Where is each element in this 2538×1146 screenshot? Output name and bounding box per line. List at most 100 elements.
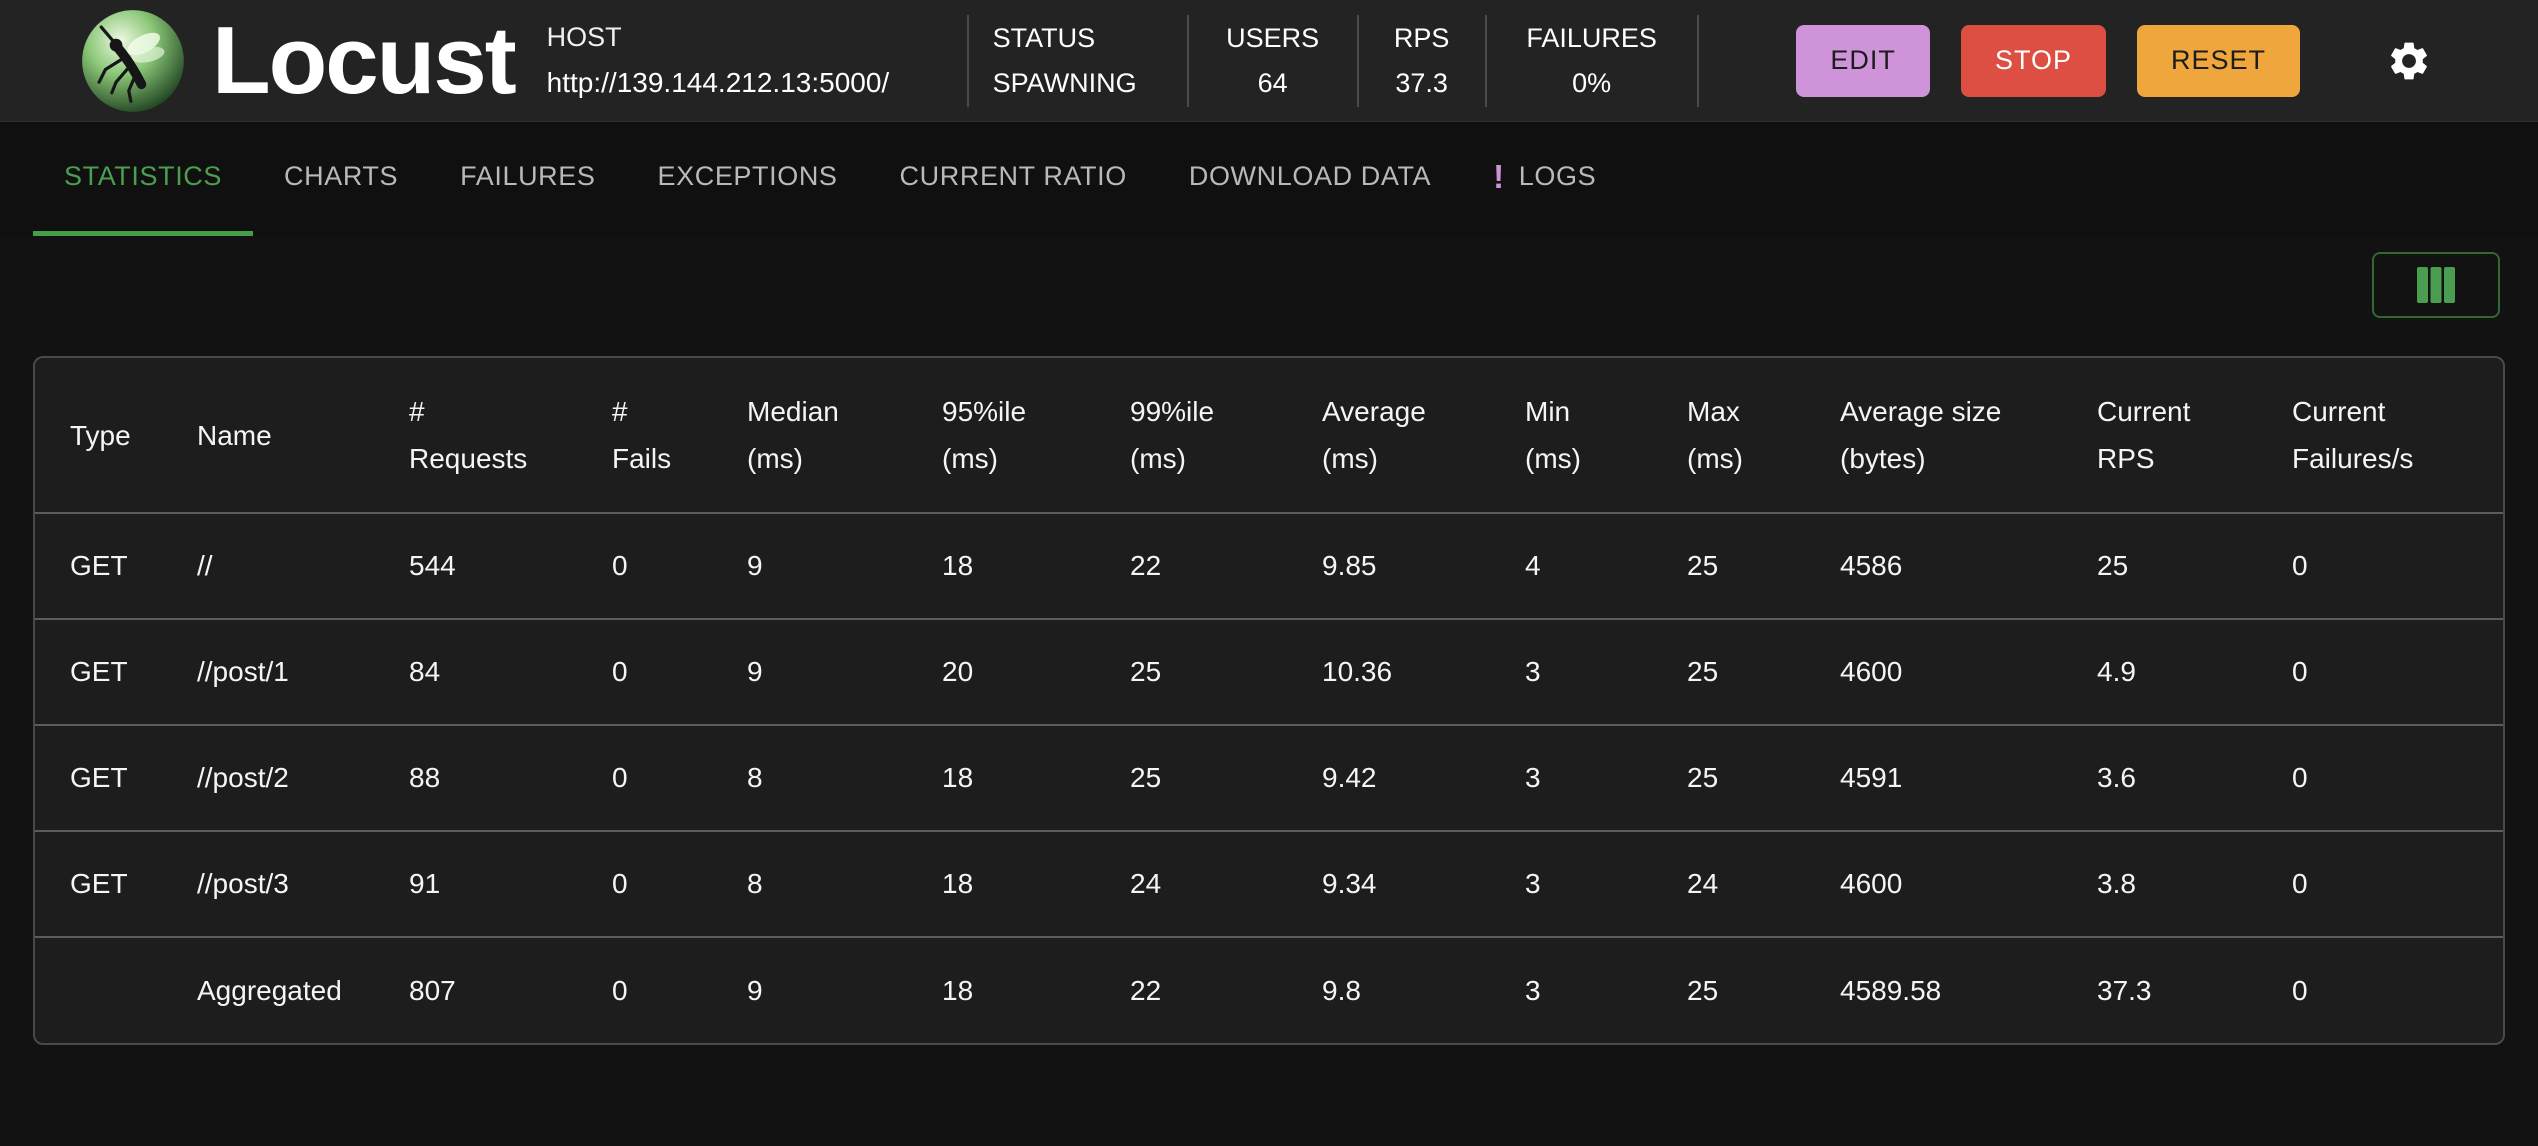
- tab-statistics-label: STATISTICS: [64, 161, 223, 191]
- table-cell: 18: [907, 936, 1095, 1043]
- table-cell: 18: [907, 830, 1095, 937]
- metric-status-value: SPAWNING: [992, 67, 1137, 98]
- column-header-line: (ms): [1525, 443, 1581, 474]
- stop-button[interactable]: STOP: [1960, 24, 2106, 97]
- table-cell: 9.8: [1287, 936, 1490, 1043]
- app-title: Locust: [212, 6, 517, 114]
- metric-status: STATUS SPAWNING: [969, 15, 1187, 107]
- column-header-average-size[interactable]: Average size (bytes): [1805, 358, 2062, 513]
- column-header-line: Min: [1525, 396, 1571, 427]
- column-header-p95[interactable]: 95%ile (ms): [907, 358, 1095, 513]
- column-header-average[interactable]: Average (ms): [1287, 358, 1490, 513]
- table-cell: 0: [2257, 830, 2503, 937]
- header-metrics: STATUS SPAWNING USERS 64 RPS 37.3 FAILURES 0%: [966, 14, 1699, 107]
- column-header-fails[interactable]: # Fails: [577, 358, 712, 513]
- tab-statistics[interactable]: STATISTICS: [33, 122, 254, 236]
- tab-charts-label: CHARTS: [284, 161, 399, 191]
- column-header-line: (bytes): [1840, 443, 1926, 474]
- logs-alert-badge: !: [1493, 158, 1505, 195]
- table-cell: 10.36: [1287, 618, 1490, 725]
- table-row: GET//544 0 9 18 22 9.85 4 25 4586 25 0: [35, 512, 2503, 619]
- tab-logs[interactable]: ! LOGS: [1462, 122, 1627, 236]
- column-header-line: (ms): [1322, 443, 1378, 474]
- metric-divider: [1484, 14, 1487, 107]
- column-header-line: Current: [2097, 396, 2191, 427]
- table-cell: 25: [1652, 936, 1805, 1043]
- column-header-line: Fails: [612, 443, 672, 474]
- locust-logo-icon: [82, 9, 184, 112]
- column-header-median[interactable]: Median (ms): [712, 358, 907, 513]
- table-cell: 4591: [1805, 724, 2062, 831]
- column-header-current-rps[interactable]: Current RPS: [2062, 358, 2257, 513]
- tab-download-data[interactable]: DOWNLOAD DATA: [1158, 122, 1462, 236]
- table-cell: 3: [1490, 724, 1652, 831]
- reset-button[interactable]: RESET: [2136, 24, 2300, 97]
- metric-users-label: USERS: [1226, 22, 1320, 53]
- column-header-requests[interactable]: # Requests: [374, 358, 577, 513]
- column-header-type[interactable]: Type: [35, 358, 162, 513]
- host-label: HOST: [546, 22, 622, 52]
- table-cell: 9.85: [1287, 512, 1490, 619]
- table-cell: 3: [1490, 936, 1652, 1043]
- table-cell: 9: [712, 512, 907, 619]
- column-header-line: Requests: [409, 443, 528, 474]
- metric-divider: [1696, 14, 1699, 107]
- tab-exceptions[interactable]: EXCEPTIONS: [627, 122, 869, 236]
- metric-divider: [1186, 14, 1189, 107]
- column-header-line: (ms): [1687, 443, 1743, 474]
- metric-rps: RPS 37.3: [1359, 15, 1485, 107]
- column-header-line: (ms): [747, 443, 803, 474]
- table-cell: 20: [907, 618, 1095, 725]
- column-header-line: Average: [1322, 396, 1426, 427]
- table-cell: 4600: [1805, 830, 2062, 937]
- table-cell: 25: [1095, 724, 1287, 831]
- table-cell: 0: [577, 830, 712, 937]
- column-header-name[interactable]: Name: [162, 358, 374, 513]
- column-header-max[interactable]: Max (ms): [1652, 358, 1805, 513]
- table-cell: //post/2: [162, 724, 374, 831]
- table-cell: 3: [1490, 830, 1652, 937]
- tab-download-data-label: DOWNLOAD DATA: [1188, 161, 1432, 191]
- table-cell: 18: [907, 724, 1095, 831]
- column-selector-button[interactable]: [2372, 252, 2500, 318]
- tab-failures[interactable]: FAILURES: [429, 122, 626, 236]
- column-header-line: (ms): [942, 443, 998, 474]
- column-header-p99[interactable]: 99%ile (ms): [1095, 358, 1287, 513]
- column-header-line: #: [612, 396, 628, 427]
- column-header-current-failures[interactable]: Current Failures/s: [2257, 358, 2503, 513]
- table-cell: 0: [577, 512, 712, 619]
- metric-users: USERS 64: [1189, 15, 1357, 107]
- metric-rps-label: RPS: [1393, 22, 1450, 53]
- table-cell: GET: [35, 512, 162, 619]
- table-cell: 25: [1652, 618, 1805, 725]
- table-cell: GET: [35, 724, 162, 831]
- table-cell: 22: [1095, 936, 1287, 1043]
- table-toolbar: [0, 236, 2538, 318]
- tab-current-ratio[interactable]: CURRENT RATIO: [869, 122, 1158, 236]
- edit-button[interactable]: EDIT: [1796, 24, 1930, 97]
- metric-failures: FAILURES 0%: [1487, 15, 1697, 107]
- tab-charts[interactable]: CHARTS: [253, 122, 429, 236]
- table-cell: 0: [577, 936, 712, 1043]
- metric-users-value: 64: [1257, 67, 1288, 98]
- table-cell: //post/1: [162, 618, 374, 725]
- app-header: Locust HOST http://139.144.212.13:5000/ …: [0, 0, 2538, 122]
- table-cell: 24: [1095, 830, 1287, 937]
- table-cell: 8: [712, 724, 907, 831]
- table-cell: 544: [374, 512, 577, 619]
- tab-logs-label: LOGS: [1518, 161, 1597, 191]
- table-cell: 4600: [1805, 618, 2062, 725]
- table-cell: 4.9: [2062, 618, 2257, 725]
- column-header-line: Average size: [1840, 396, 2002, 427]
- header-actions: EDIT STOP RESET: [1796, 24, 2300, 97]
- settings-button[interactable]: [2384, 36, 2434, 86]
- column-header-line: Current: [2292, 396, 2386, 427]
- column-header-line: 99%ile: [1130, 396, 1215, 427]
- gear-icon: [2391, 42, 2427, 79]
- column-header-min[interactable]: Min (ms): [1490, 358, 1652, 513]
- tab-failures-label: FAILURES: [460, 161, 596, 191]
- table-row: GET//post/1 84 0 9 20 25 10.36 3 25 4600 4.9 0: [35, 618, 2503, 725]
- column-header-line: Max: [1687, 396, 1740, 427]
- host-info: HOST http://139.144.212.13:5000/: [547, 22, 967, 99]
- table-cell: 88: [374, 724, 577, 831]
